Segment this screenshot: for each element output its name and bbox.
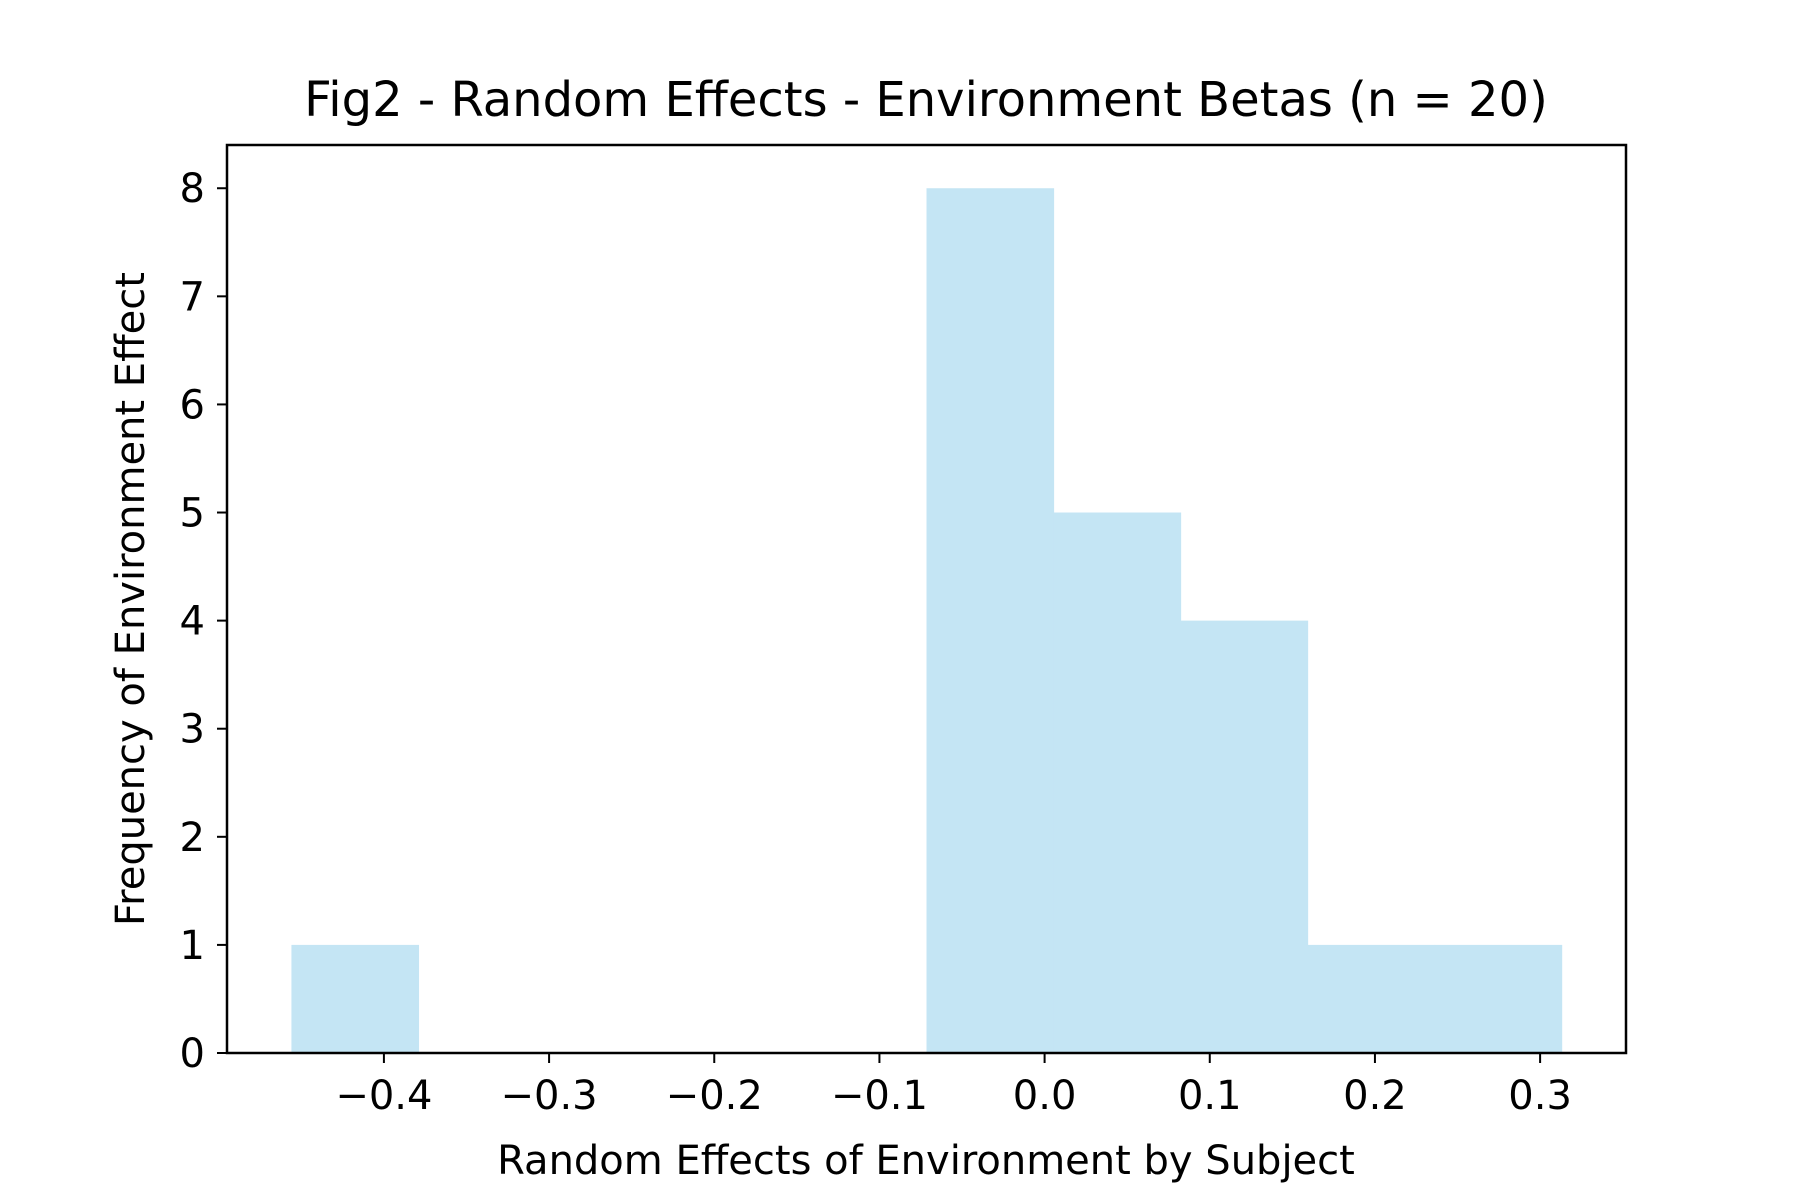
y-tick-label: 7 <box>180 274 205 320</box>
x-tick-label: −0.4 <box>335 1073 432 1119</box>
histogram-bar <box>1434 944 1563 1053</box>
y-tick-label: 6 <box>180 382 205 428</box>
y-tick-label: 5 <box>180 491 205 537</box>
y-tick-label: 0 <box>180 1031 205 1077</box>
x-tick-label: 0.0 <box>1013 1073 1077 1119</box>
histogram-bar <box>291 944 420 1053</box>
x-axis-label: Random Effects of Environment by Subject <box>497 1138 1355 1184</box>
histogram-bar <box>1053 512 1182 1053</box>
x-axis-ticks: −0.4 −0.3 −0.2 −0.1 0.0 0.1 0.2 0.3 <box>335 1053 1572 1119</box>
y-tick-label: 4 <box>180 599 205 645</box>
y-tick-label: 2 <box>180 815 205 861</box>
x-tick-label: 0.3 <box>1508 1073 1572 1119</box>
plot-frame <box>225 143 1628 1055</box>
x-tick-label: −0.2 <box>666 1073 763 1119</box>
y-tick-label: 8 <box>180 166 205 212</box>
bar-series <box>291 188 1563 1054</box>
y-axis-ticks: 0 1 2 3 4 5 6 7 8 <box>180 166 227 1077</box>
x-tick-label: 0.2 <box>1343 1073 1407 1119</box>
histogram-bar <box>926 188 1055 1054</box>
histogram-bar <box>1180 620 1309 1053</box>
y-tick-label: 1 <box>180 923 205 969</box>
x-tick-label: −0.1 <box>831 1073 928 1119</box>
histogram-bar <box>1307 944 1436 1053</box>
x-tick-label: −0.3 <box>501 1073 598 1119</box>
y-axis-label: Frequency of Environment Effect <box>108 272 154 926</box>
chart-title: Fig2 - Random Effects - Environment Beta… <box>304 72 1548 128</box>
x-tick-label: 0.1 <box>1178 1073 1242 1119</box>
y-tick-label: 3 <box>180 707 205 753</box>
